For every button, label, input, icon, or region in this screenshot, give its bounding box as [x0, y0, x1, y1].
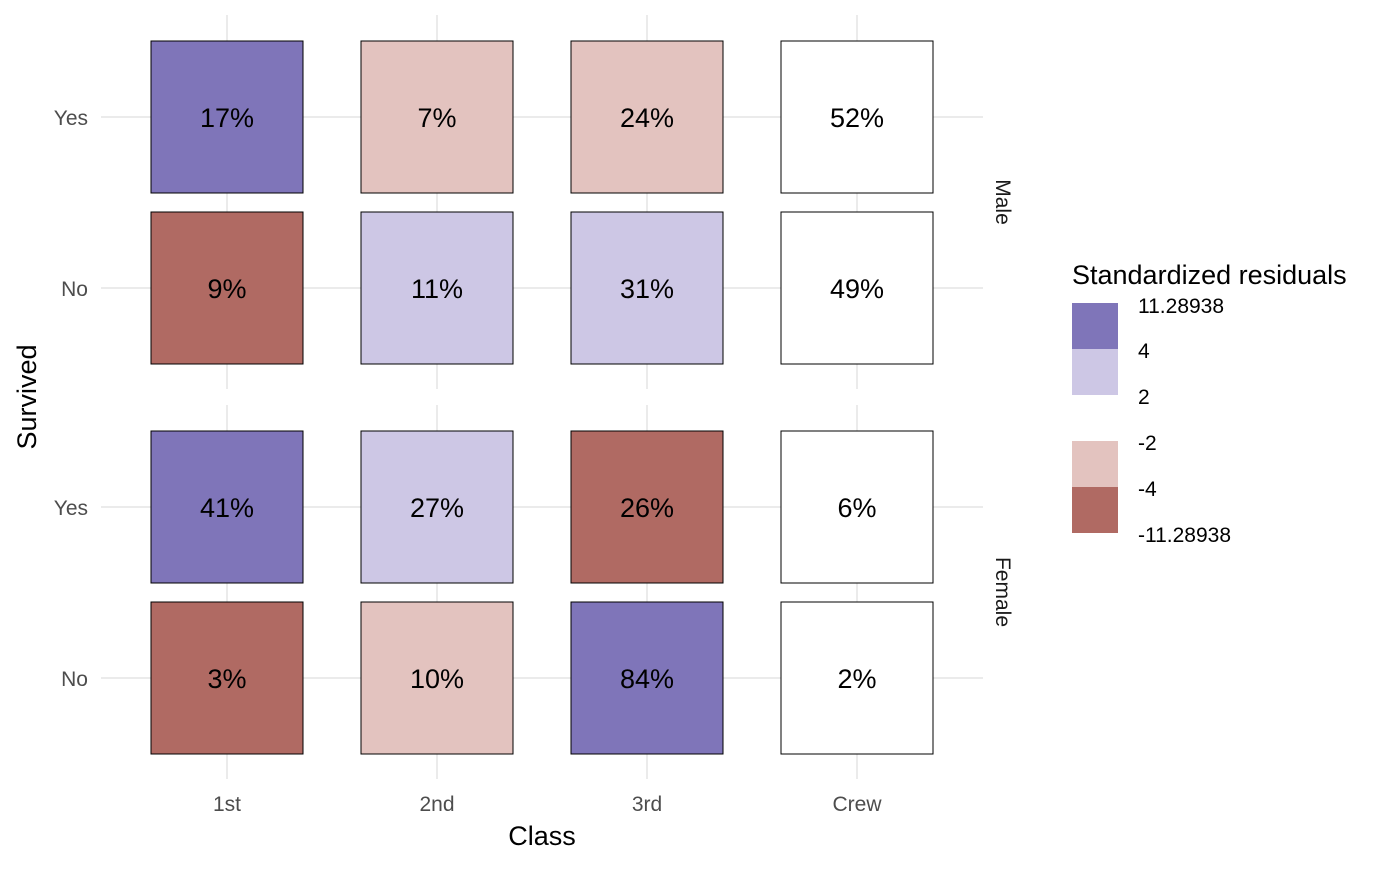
heatmap-cell — [780, 40, 934, 194]
heatmap-cell — [360, 40, 514, 194]
legend-swatch — [1072, 349, 1118, 395]
cell-label: 10% — [410, 664, 464, 694]
legend-swatch — [1072, 303, 1118, 349]
heatmap-cell — [150, 211, 304, 365]
cell-label: 31% — [620, 274, 674, 304]
legend-label: 2 — [1138, 386, 1150, 409]
cell-label: 26% — [620, 493, 674, 523]
heatmap-cell — [360, 211, 514, 365]
cell-label: 41% — [200, 493, 254, 523]
cell-label: 27% — [410, 493, 464, 523]
legend-swatch — [1072, 487, 1118, 533]
y-axis-title: Survived — [12, 344, 42, 449]
cell-label: 6% — [837, 493, 876, 523]
y-tick-label: Yes — [54, 497, 88, 520]
cell-label: 17% — [200, 103, 254, 133]
x-tick-label: Crew — [832, 793, 882, 816]
y-tick-label: No — [61, 668, 88, 691]
heatmap-cell — [570, 211, 724, 365]
heatmap-cell — [150, 430, 304, 584]
heatmap-cell — [360, 430, 514, 584]
heatmap-cell — [570, 601, 724, 755]
cell-label: 84% — [620, 664, 674, 694]
legend-title: Standardized residuals — [1072, 260, 1347, 290]
heatmap-cell — [780, 430, 934, 584]
legend-swatch — [1072, 395, 1118, 441]
cell-label: 49% — [830, 274, 884, 304]
legend-label: -4 — [1138, 478, 1157, 501]
x-tick-label: 2nd — [419, 793, 454, 816]
cell-label: 11% — [411, 274, 463, 304]
cell-label: 24% — [620, 103, 674, 133]
heatmap-cell — [570, 40, 724, 194]
cell-label: 3% — [207, 664, 246, 694]
heatmap-cell — [150, 40, 304, 194]
facet-strip-label: Female — [991, 557, 1014, 627]
x-tick-label: 1st — [213, 793, 241, 816]
x-axis-title: Class — [508, 821, 576, 851]
y-tick-label: No — [61, 278, 88, 301]
facet-strip-label: Male — [991, 179, 1014, 225]
legend-swatch — [1072, 441, 1118, 487]
cell-label: 7% — [417, 103, 456, 133]
legend-label: -11.28938 — [1138, 524, 1231, 547]
legend-label: 4 — [1138, 340, 1150, 363]
cell-label: 9% — [207, 274, 246, 304]
cell-label: 52% — [830, 103, 884, 133]
heatmap-cell — [780, 601, 934, 755]
heatmap-cell — [570, 430, 724, 584]
legend-label: -2 — [1138, 432, 1157, 455]
heatmap-cell — [150, 601, 304, 755]
x-tick-label: 3rd — [632, 793, 662, 816]
heatmap-cell — [780, 211, 934, 365]
cell-label: 2% — [837, 664, 876, 694]
legend-label: 11.28938 — [1138, 295, 1224, 318]
y-tick-label: Yes — [54, 107, 88, 130]
heatmap-cell — [360, 601, 514, 755]
